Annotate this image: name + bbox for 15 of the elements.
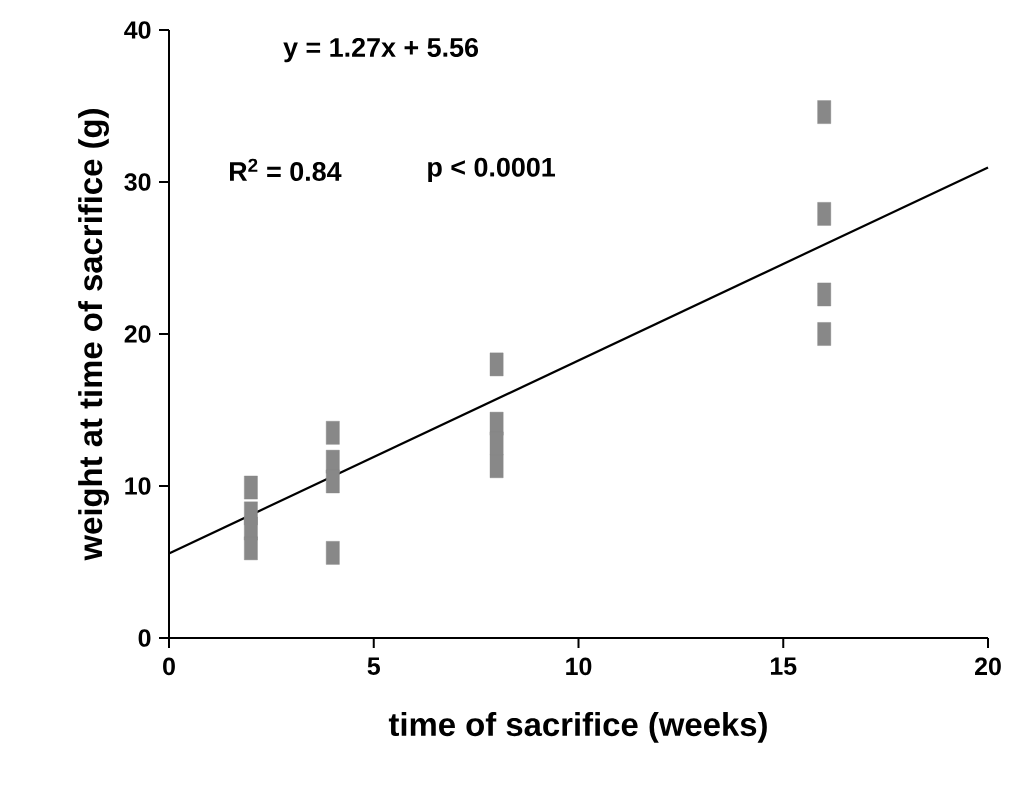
x-axis-title: time of sacrifice (weeks) xyxy=(388,711,767,743)
y-tick-label: 0 xyxy=(138,629,151,647)
y-tick-label: 40 xyxy=(124,21,151,39)
y-tick-label: 10 xyxy=(125,477,151,495)
x-tick-label: 15 xyxy=(770,657,797,675)
annotation: R$^{2}$ = 0.84 xyxy=(230,158,342,182)
x-tick-label: 5 xyxy=(367,657,380,675)
x-tick-label: 0 xyxy=(163,657,175,676)
annotation: y = 1.27x + 5.56 xyxy=(283,37,479,63)
annotation: p < 0.0001 xyxy=(428,157,555,183)
y-tick-label: 20 xyxy=(124,325,151,343)
x-tick-label: 20 xyxy=(975,657,1001,676)
x-tick-label: 10 xyxy=(566,657,592,676)
y-axis-title: weight at time of sacrifice (g) xyxy=(78,109,109,561)
y-tick-label: 30 xyxy=(124,173,151,191)
